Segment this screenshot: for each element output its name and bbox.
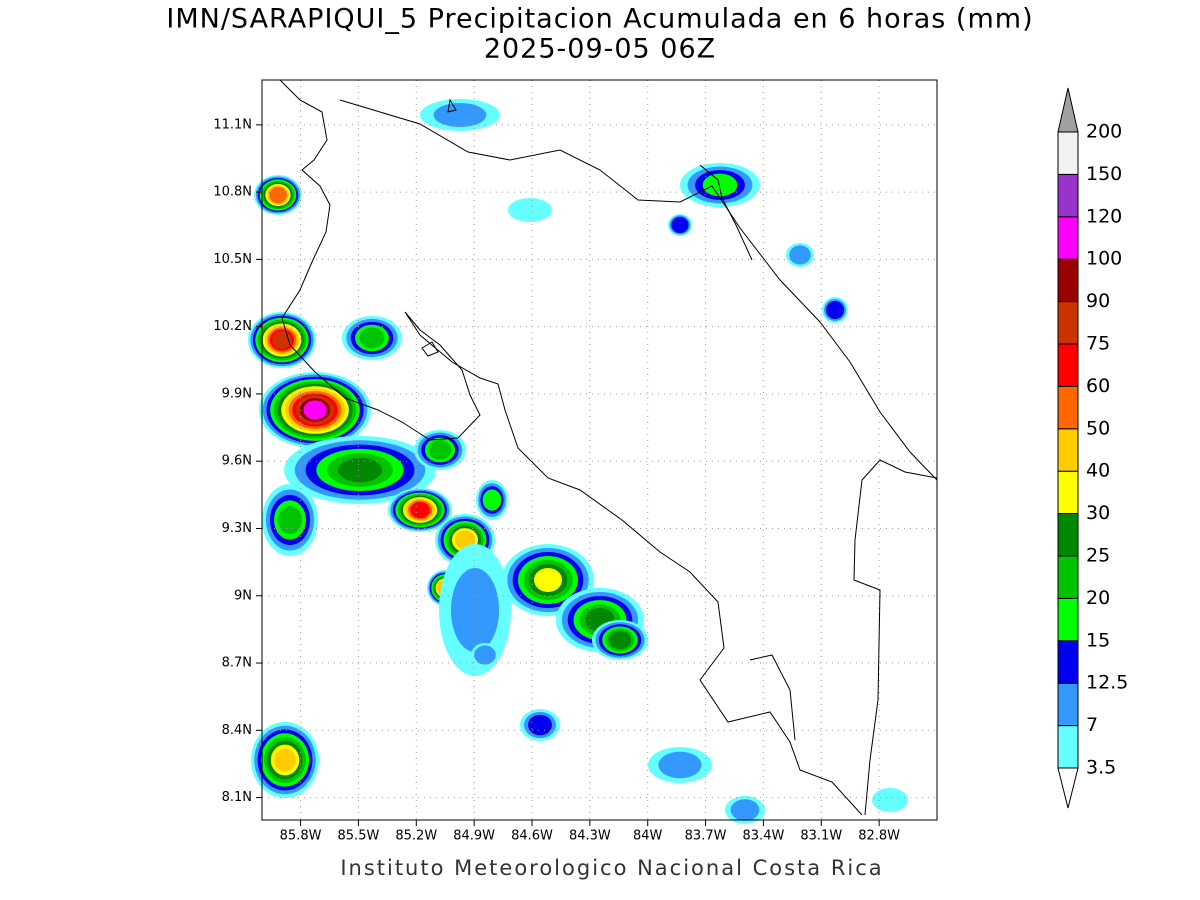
colorbar-segment [1057,428,1079,472]
precip-cell [474,645,496,665]
precip-cell [410,501,430,519]
island [421,98,457,357]
colorbar-segment [1057,555,1079,599]
lat-label: 8.7N [222,656,252,671]
coastline [279,79,863,816]
precip-cell [534,568,562,592]
colorbar-segment [1057,385,1079,430]
precip-cell [826,301,844,319]
precip-cell [303,400,327,420]
lon-label: 84W [633,829,663,844]
colorbar-segment [1057,216,1079,260]
precip-cell [671,216,689,234]
colorbar-segment [1057,301,1079,345]
colorbar-label: 20 [1086,587,1110,609]
colorbar-label: 50 [1086,417,1110,439]
precip-cell [789,245,811,265]
colorbar-segment [1057,725,1079,769]
colorbar-label: 30 [1086,502,1110,524]
colorbar-label: 150 [1086,163,1122,185]
colorbar-label: 75 [1086,333,1110,355]
colorbar-label: 3.5 [1086,757,1116,779]
precip-cell [337,457,383,483]
footer: Instituto Meteorologico Nacional Costa R… [340,856,883,880]
colorbar-label: 120 [1086,205,1122,227]
lon-label: 82.8W [858,829,900,844]
lon-label: 85.8W [280,829,322,844]
lat-label: 9N [234,588,252,603]
precip-cell [274,748,296,772]
colorbar-label: 12.5 [1086,672,1128,694]
colorbar-label: 15 [1086,629,1110,651]
colorbar-label: 90 [1086,290,1110,312]
under-triangle [1057,767,1079,809]
subtitle: 2025-09-05 06Z [484,34,716,65]
border [699,164,796,741]
title: IMN/SARAPIQUI_5 Precipitacion Acumulada … [166,4,1033,35]
colorbar-segment [1057,173,1079,218]
colorbar: 3.5 7 12.5 15 20 25 30 40 50 60 75 90 100 120 150 200 [1057,87,1128,809]
colorbar-label: 40 [1086,460,1110,482]
coastlines [279,79,938,816]
lat-label: 9.6N [222,454,252,469]
precip-cell [508,198,552,222]
lat-label: 10.5N [213,252,252,267]
lon-label: 84.3W [569,829,611,844]
precip-cell [702,173,738,197]
precip-cell [269,186,287,204]
lon-label: 84.9W [453,829,495,844]
colorbar-segment [1057,513,1079,557]
precip-cell [433,103,487,127]
lat-label: 10.8N [213,185,252,200]
over-triangle [1057,87,1079,133]
colorbar-segment [1057,343,1079,387]
precip-field [248,99,908,824]
lon-label: 83.4W [743,829,785,844]
colorbar-segment [1057,640,1079,684]
lon-label: 83.7W [685,829,727,844]
lat-label: 11.1N [213,117,252,132]
colorbar-label: 200 [1086,121,1122,143]
colorbar-segment [1057,682,1079,727]
colorbar-label: 100 [1086,248,1122,270]
colorbar-label: 60 [1086,375,1110,397]
map-frame [261,79,938,821]
lat-label: 10.2N [213,319,252,334]
precip-cell [730,799,760,821]
precip-cell [278,505,302,535]
lat-label: 9.9N [222,386,252,401]
colorbar-segment [1057,470,1079,515]
lon-label: 85.2W [395,829,437,844]
colorbar-label: 25 [1086,545,1110,567]
precip-cell [608,630,632,650]
precip-cell [451,568,499,652]
precip-cell [872,788,908,812]
lat-label: 9.3N [222,521,252,536]
precip-cell [528,714,552,736]
colorbar-segment [1057,258,1079,303]
precip-cell [428,440,452,460]
lat-label: 8.1N [222,790,252,805]
precip-cell [482,489,502,511]
lon-label: 85.5W [338,829,380,844]
colorbar-segment [1057,597,1079,642]
lon-label: 84.6W [511,829,553,844]
colorbar-segment [1057,131,1079,175]
map-axes: 11.1N 10.8N 10.5N 10.2N 9.9N 9.6N 9.3N 9N 8.7N 8.… [213,117,900,843]
lat-label: 8.4N [222,723,252,738]
precip-cell [658,751,702,779]
colorbar-label: 7 [1086,714,1098,736]
coastline [339,99,938,481]
coastline [853,459,938,816]
precip-cell [359,327,385,349]
lon-label: 83.1W [800,829,842,844]
